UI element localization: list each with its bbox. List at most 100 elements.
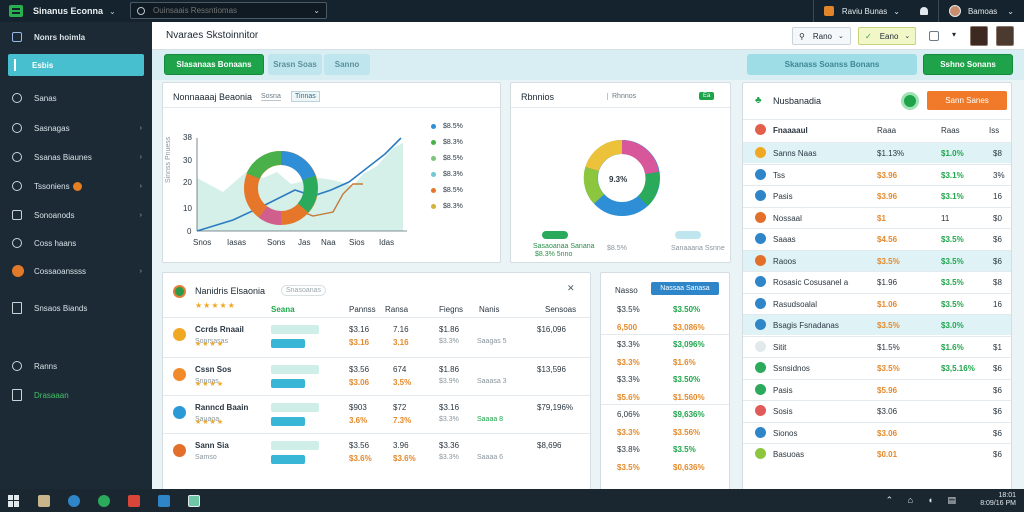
sidebar-item[interactable]: Drasaaan (0, 384, 152, 406)
list-item[interactable]: Ssnsidnos $3.5% $3,5.16% $6 (743, 357, 1011, 378)
primary-action-button[interactable]: Slasanaas Bonaans (164, 54, 264, 75)
action-button[interactable]: Srasn Soas (268, 54, 322, 75)
refresh-icon[interactable] (901, 92, 919, 110)
list-item[interactable]: Sitit $1.5% $1.6% $1 (743, 335, 1011, 357)
table-row[interactable]: Ranncd Baain Sauaoa $903 3.6% $72 7.3% $3.16 $3… (163, 395, 590, 433)
compare-value: $3,096% (673, 340, 705, 349)
action-button[interactable]: Sanno (324, 54, 370, 75)
product-sub: Sauaoa (195, 416, 220, 423)
list-item[interactable]: Rasudsoalal $1.06 $3.5% 16 (743, 292, 1011, 314)
cell-note: Saaaa 6 (477, 454, 504, 461)
toggle[interactable] (542, 231, 568, 239)
list-item[interactable]: Sionos $3.06 $6 (743, 421, 1011, 443)
sidebar-item[interactable]: Ranns (0, 355, 152, 377)
compare-value: $3.3% (617, 357, 640, 367)
legend-item: $8.3% (431, 203, 463, 210)
action-button-green[interactable]: Sshno Sonans (923, 54, 1013, 75)
tab-active[interactable]: Tinnas (291, 91, 320, 102)
chevron-down-icon[interactable]: ▾ (952, 30, 957, 39)
sidebar-item[interactable]: Cossaoanssss › (0, 260, 152, 282)
compare-value: $3.3% (617, 340, 640, 349)
search-input[interactable] (153, 6, 313, 15)
clock-time: 18:01 (998, 492, 1016, 499)
sidebar-item[interactable]: Coss haans (0, 232, 152, 254)
file-explorer-icon[interactable] (38, 494, 50, 507)
donut-chart (244, 151, 318, 225)
filter-chip[interactable]: Snasoanas (281, 285, 327, 296)
sidebar-item-active[interactable]: Esbis (8, 54, 144, 76)
cell-sub-value: $3.3% (439, 454, 459, 461)
list-item[interactable]: Saaas $4.56 $3.5% $6 (743, 228, 1011, 249)
table-row[interactable]: Ccrds Rnaail Sonrsasas $3.16 $3.16 7.16 3.16 $… (163, 317, 590, 355)
notification-badge (72, 181, 82, 191)
toggle[interactable] (675, 231, 701, 239)
document-icon (12, 302, 22, 314)
app-icon[interactable] (98, 494, 110, 507)
tab-active[interactable]: Nassaa Sanasa (651, 282, 719, 295)
list-item[interactable]: Pasis $5.96 $6 (743, 378, 1011, 400)
sidebar-item[interactable]: Ssanas Biaunes › (0, 146, 152, 168)
tab[interactable]: Rhnnos (607, 93, 636, 100)
header-dropdown-yellow[interactable]: ✓ Eano ⌄ (858, 27, 916, 45)
list-item[interactable]: Sosis $3.06 $6 (743, 400, 1011, 421)
y-tick: 38 (183, 133, 192, 142)
cell-note: Saagas 5 (477, 338, 507, 345)
table-card: Nanidris Elsaonia Snasoanas ✕ ★★★★★ Sean… (162, 272, 591, 497)
column-header: Nanis (479, 305, 500, 314)
x-tick: Sons (267, 238, 286, 247)
share-icon[interactable] (929, 31, 939, 41)
bell-icon (919, 7, 928, 15)
product-icon (173, 406, 186, 419)
list-item[interactable]: Rosasic Cosusanel a $1.96 $3.5% $8 (743, 271, 1011, 292)
user-menu[interactable]: Bamoas ⌄ (939, 0, 1024, 22)
sidebar-item-label: Esbis (32, 60, 54, 70)
cell-sub-value: 3.5% (393, 378, 412, 387)
header-dropdown[interactable]: ⚲ Rano ⌄ (792, 27, 851, 45)
compare-value: $3.8% (617, 445, 640, 454)
app-icon[interactable] (158, 494, 170, 507)
sidebar-item[interactable]: Tssoniens › (0, 175, 152, 197)
close-icon[interactable]: ✕ (567, 283, 575, 293)
sidebar-item-home[interactable]: Nonrs hoimla (0, 26, 152, 48)
list-item[interactable]: Nossaal $1 11 $0 (743, 206, 1011, 228)
chevron-down-icon[interactable]: ⌄ (313, 6, 320, 15)
sidebar-item[interactable]: Snsaos Biands (0, 297, 152, 319)
list-item[interactable]: Bsagis Fsnadanas $3.5% $3.0% (743, 314, 1011, 335)
edge-browser-icon[interactable] (68, 494, 80, 507)
cell-value: $903 (349, 403, 367, 412)
sidebar-item[interactable]: Sasnagas › (0, 117, 152, 139)
app-icon[interactable] (128, 494, 140, 507)
start-button[interactable] (8, 494, 20, 507)
avatar[interactable] (970, 26, 988, 46)
table-row[interactable]: Sann Sia Samso $3.56 $3.6% 3.96 $3.6% $3.36 $3.… (163, 433, 590, 471)
list-item[interactable]: Basuoas $0.01 $6 (743, 443, 1011, 464)
action-button-orange[interactable]: Sann Sanes (927, 91, 1007, 110)
system-tray-icons[interactable]: ⌃ ⌂ ◖ ▤ (885, 495, 962, 505)
spreadsheet-app-icon[interactable] (188, 494, 200, 507)
list-item[interactable]: Raoos $3.5% $3.5% $6 (743, 249, 1011, 271)
top-menu-item[interactable]: Raviu Bunas ⌄ (814, 0, 910, 22)
compare-value: $9,636% (673, 410, 705, 419)
progress-fill (271, 417, 305, 426)
card-title: Nanidris Elsaonia (195, 286, 266, 296)
page-title: Nvaraes Skstoinnitor (166, 30, 259, 41)
bell-button[interactable] (910, 0, 938, 22)
list-item[interactable]: Pasis $3.96 $3.1% 16 (743, 185, 1011, 206)
sidebar-item[interactable]: Sanas (0, 87, 152, 109)
list-item[interactable]: Tss $3.96 $3.1% 3% (743, 163, 1011, 185)
action-button[interactable]: Skanass Soanss Bonans (747, 54, 917, 75)
clock[interactable]: 18:01 8:09/16 PM (980, 492, 1016, 508)
avatar[interactable] (996, 26, 1014, 46)
progress-fill (271, 339, 305, 348)
search-box[interactable]: ⌄ (130, 2, 327, 19)
chevron-down-icon[interactable]: ⌄ (109, 6, 116, 16)
list-item[interactable]: Sanns Naas $1.13% $1.0% $8 (743, 142, 1011, 163)
sidebar-item[interactable]: Sonoanods › (0, 204, 152, 226)
table-row[interactable]: Cssn Sos Snnoas $3.56 $3.06 674 3.5% $1.86 $3.9… (163, 357, 590, 395)
chevron-down-icon: ⌄ (904, 33, 911, 40)
tab[interactable]: Sosna (261, 93, 281, 101)
card-title: Rbnnios (521, 92, 555, 102)
tab[interactable]: Nasso (615, 286, 638, 295)
item-value: $6 (993, 364, 1002, 373)
circle-icon (12, 93, 22, 103)
